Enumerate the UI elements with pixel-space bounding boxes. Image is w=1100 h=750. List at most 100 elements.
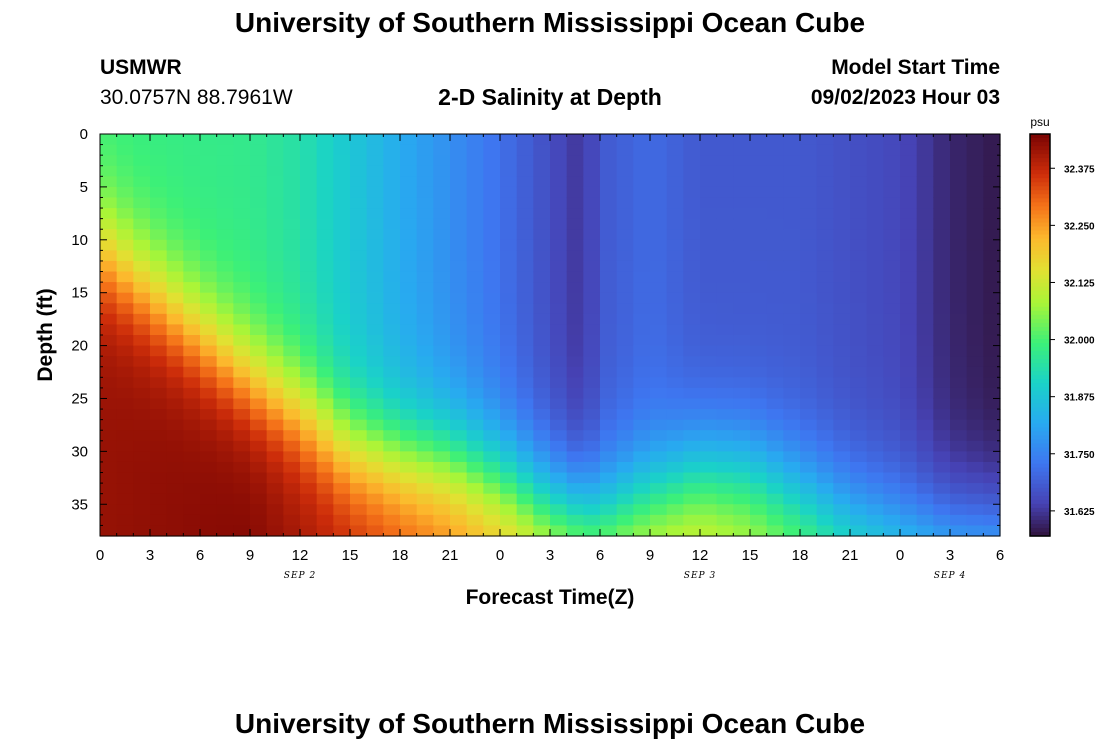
heatmap-cell [766,303,784,315]
heatmap-cell [150,514,168,527]
heatmap-cell [366,324,384,336]
heatmap-cell [866,493,884,505]
heatmap-cell [466,366,484,378]
heatmap-cell [950,155,968,167]
heatmap-cell [633,335,651,347]
heatmap-cell [533,324,551,336]
heatmap-cell [150,186,168,199]
heatmap-cell [583,282,601,294]
heatmap-cell [733,218,751,230]
heatmap-cell [483,345,501,357]
heatmap-cell [200,366,218,378]
heatmap-cell [766,366,784,378]
colorbar-segment [1030,363,1050,368]
heatmap-cell [733,504,751,516]
heatmap-cell [583,208,601,220]
heatmap-cell [616,282,634,294]
heatmap-cell [916,504,934,516]
heatmap-cell [600,155,618,167]
heatmap-cell [350,451,368,463]
heatmap-cell [550,451,568,463]
heatmap-cell [933,271,951,283]
heatmap-cell [483,419,501,431]
heatmap-cell [966,514,984,527]
heatmap-cell [616,197,634,209]
heatmap-cell [616,303,634,315]
heatmap-cell [416,514,434,527]
heatmap-cell [700,155,718,167]
heatmap-cell [616,260,634,273]
heatmap-cell [416,430,434,442]
heatmap-cell [133,144,151,156]
heatmap-cell [700,366,718,378]
heatmap-cell [783,493,801,505]
heatmap-cell [400,197,418,209]
heatmap-cell [366,165,384,177]
heatmap-cell [716,324,734,336]
heatmap-cell [416,144,434,156]
heatmap-cell [600,525,618,537]
heatmap-cell [766,409,784,421]
colorbar-segment [1030,355,1050,360]
colorbar-segment [1030,158,1050,163]
heatmap-cell [883,514,901,527]
heatmap-cell [100,218,118,230]
heatmap-cell [433,472,451,484]
heatmap-cell [466,525,484,537]
heatmap-cell [783,398,801,410]
heatmap-cell [666,313,684,326]
heatmap-cell [383,282,401,294]
heatmap-cell [800,419,818,431]
heatmap-cell [566,282,584,294]
heatmap-cell [950,461,968,474]
heatmap-cell [400,430,418,442]
heatmap-cell [166,208,184,220]
heatmap-cell [183,260,201,273]
heatmap-cell [500,409,518,421]
colorbar-segment [1030,403,1050,408]
heatmap-cell [133,493,151,505]
heatmap-cell [133,514,151,527]
heatmap-cell [466,134,484,146]
heatmap-cell [883,377,901,389]
heatmap-cell [516,356,534,368]
heatmap-cell [783,208,801,220]
heatmap-cell [150,239,168,251]
heatmap-cell [400,472,418,484]
heatmap-cell [683,260,701,273]
y-tick-label: 10 [71,232,88,249]
heatmap-cell [450,176,468,188]
heatmap-cell [333,377,351,389]
heatmap-cell [666,493,684,505]
heatmap-cell [883,282,901,294]
heatmap-cell [200,461,218,474]
colorbar-segment [1030,383,1050,388]
heatmap-cell [783,197,801,209]
heatmap-cell [383,155,401,167]
heatmap-cell [583,504,601,516]
heatmap-cell [100,239,118,251]
heatmap-cell [850,525,868,537]
heatmap-cell [966,493,984,505]
heatmap-cell [200,155,218,167]
colorbar-segment [1030,298,1050,304]
heatmap-cell [216,514,234,527]
heatmap-cell [883,155,901,167]
heatmap-cell [200,345,218,357]
heatmap-cell [116,292,134,304]
heatmap-cell [616,472,634,484]
heatmap-cell [783,366,801,378]
heatmap-cell [566,345,584,357]
heatmap-cell [250,229,268,241]
heatmap-cell [533,335,551,347]
heatmap-cell [633,313,651,326]
heatmap-cell [566,335,584,347]
heatmap-cell [766,197,784,209]
heatmap-cell [883,356,901,368]
heatmap-cell [450,313,468,326]
heatmap-cell [600,313,618,326]
heatmap-cell [766,229,784,241]
heatmap-cell [233,144,251,156]
heatmap-cell [866,282,884,294]
heatmap-cell [350,366,368,378]
